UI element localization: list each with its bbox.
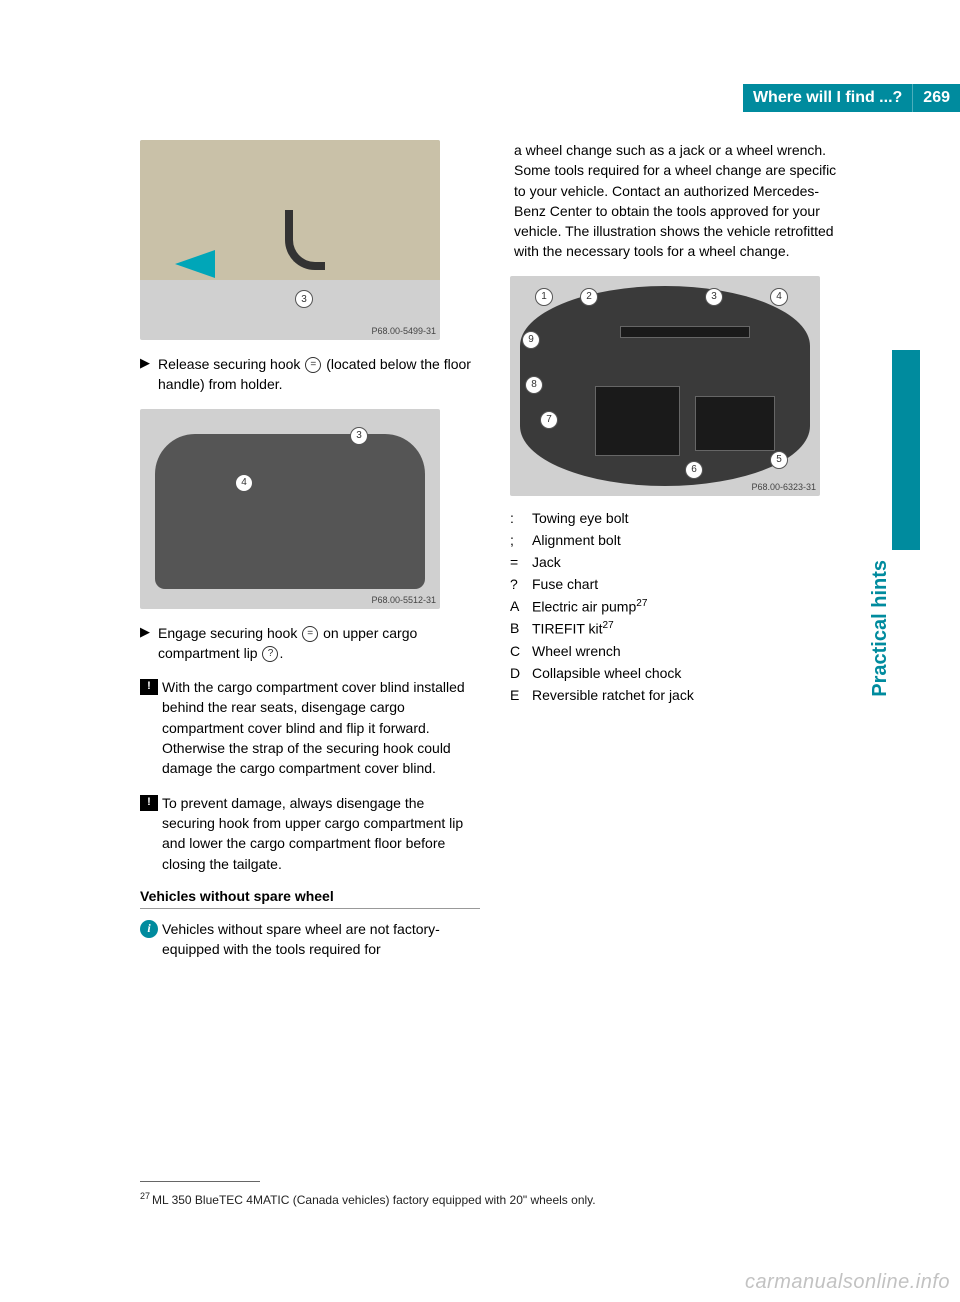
legend-row: BTIREFIT kit27 (510, 620, 850, 637)
info-icon: i (140, 920, 158, 938)
footnote-rule (140, 1181, 260, 1182)
legend-list: :Towing eye bolt;Alignment bolt=Jack?Fus… (510, 510, 850, 703)
continuation-text: a wheel change such as a jack or a wheel… (510, 140, 850, 262)
callout-4: 4 (235, 474, 253, 492)
figure-2: 3 4 P68.00-5512-31 (140, 409, 440, 609)
text: Release securing hook (158, 356, 304, 372)
info-note: i Vehicles without spare wheel are not f… (140, 919, 480, 960)
subheading: Vehicles without spare wheel (140, 888, 480, 909)
callout-2: 2 (580, 288, 598, 306)
callout-3: 3 (295, 290, 313, 308)
legend-key: ; (510, 532, 532, 548)
legend-text: Collapsible wheel chock (532, 665, 850, 681)
legend-row: :Towing eye bolt (510, 510, 850, 526)
legend-text: Electric air pump27 (532, 598, 850, 615)
caution-note-1: ! With the cargo compartment cover blind… (140, 677, 480, 778)
legend-row: AElectric air pump27 (510, 598, 850, 615)
header-title: Where will I find ...? (743, 84, 912, 112)
step-2-text: Engage securing hook = on upper cargo co… (158, 623, 480, 664)
well-item (695, 396, 775, 451)
legend-key: E (510, 687, 532, 703)
legend-text: Jack (532, 554, 850, 570)
legend-row: ?Fuse chart (510, 576, 850, 592)
footnote-num: 27 (140, 1191, 150, 1201)
legend-key: D (510, 665, 532, 681)
tyre-well (520, 286, 810, 486)
caution-note-2: ! To prevent damage, always disengage th… (140, 793, 480, 874)
text: Engage securing hook (158, 625, 301, 641)
arrow-icon (175, 250, 215, 278)
right-column: a wheel change such as a jack or a wheel… (510, 140, 850, 973)
legend-key: A (510, 598, 532, 615)
figure-3: 1 2 3 4 5 6 7 8 9 P68.00-6323-31 (510, 276, 820, 496)
content-columns: 3 P68.00-5499-31 ▶ Release securing hook… (60, 80, 900, 973)
left-column: 3 P68.00-5499-31 ▶ Release securing hook… (140, 140, 480, 973)
callout-6: 6 (685, 461, 703, 479)
caution-text: With the cargo compartment cover blind i… (162, 677, 480, 778)
legend-text: TIREFIT kit27 (532, 620, 850, 637)
caution-icon: ! (140, 795, 158, 811)
legend-row: CWheel wrench (510, 643, 850, 659)
callout-ref: ? (262, 646, 278, 662)
legend-row: =Jack (510, 554, 850, 570)
legend-key: : (510, 510, 532, 526)
well-item (620, 326, 750, 338)
text: . (279, 645, 283, 661)
header-bar: Where will I find ...? 269 (0, 84, 960, 112)
side-tab (892, 350, 920, 550)
legend-row: DCollapsible wheel chock (510, 665, 850, 681)
legend-key: C (510, 643, 532, 659)
legend-key: = (510, 554, 532, 570)
callout-1: 1 (535, 288, 553, 306)
legend-sup: 27 (603, 620, 614, 631)
callout-8: 8 (525, 376, 543, 394)
legend-row: ;Alignment bolt (510, 532, 850, 548)
legend-row: EReversible ratchet for jack (510, 687, 850, 703)
caution-icon: ! (140, 679, 158, 695)
callout-7: 7 (540, 411, 558, 429)
figure-1: 3 P68.00-5499-31 (140, 140, 440, 340)
legend-text: Fuse chart (532, 576, 850, 592)
well-item (595, 386, 680, 456)
step-1: ▶ Release securing hook = (located below… (140, 354, 480, 395)
footnote: 27ML 350 BlueTEC 4MATIC (Canada vehicles… (140, 1191, 596, 1207)
step-marker: ▶ (140, 623, 158, 664)
legend-text: Wheel wrench (532, 643, 850, 659)
figure-1-caption: P68.00-5499-31 (371, 326, 436, 336)
legend-text: Towing eye bolt (532, 510, 850, 526)
legend-key: B (510, 620, 532, 637)
legend-text: Alignment bolt (532, 532, 850, 548)
step-1-text: Release securing hook = (located below t… (158, 354, 480, 395)
info-text: Vehicles without spare wheel are not fac… (162, 919, 480, 960)
callout-ref: = (302, 626, 318, 642)
trunk-shape (155, 434, 425, 589)
legend-sup: 27 (636, 598, 647, 609)
figure-3-caption: P68.00-6323-31 (751, 482, 816, 492)
callout-5: 5 (770, 451, 788, 469)
watermark: carmanualsonline.info (745, 1271, 950, 1294)
callout-ref: = (305, 357, 321, 373)
legend-text: Reversible ratchet for jack (532, 687, 850, 703)
caution-text: To prevent damage, always disengage the … (162, 793, 480, 874)
callout-3: 3 (705, 288, 723, 306)
footnote-text: ML 350 BlueTEC 4MATIC (Canada vehicles) … (152, 1193, 596, 1207)
callout-3: 3 (350, 427, 368, 445)
page-container: Where will I find ...? 269 Practical hin… (0, 0, 960, 1302)
step-2: ▶ Engage securing hook = on upper cargo … (140, 623, 480, 664)
callout-4: 4 (770, 288, 788, 306)
legend-key: ? (510, 576, 532, 592)
side-label: Practical hints (869, 560, 892, 697)
figure-2-caption: P68.00-5512-31 (371, 595, 436, 605)
callout-9: 9 (522, 331, 540, 349)
page-number: 269 (912, 84, 960, 112)
step-marker: ▶ (140, 354, 158, 395)
